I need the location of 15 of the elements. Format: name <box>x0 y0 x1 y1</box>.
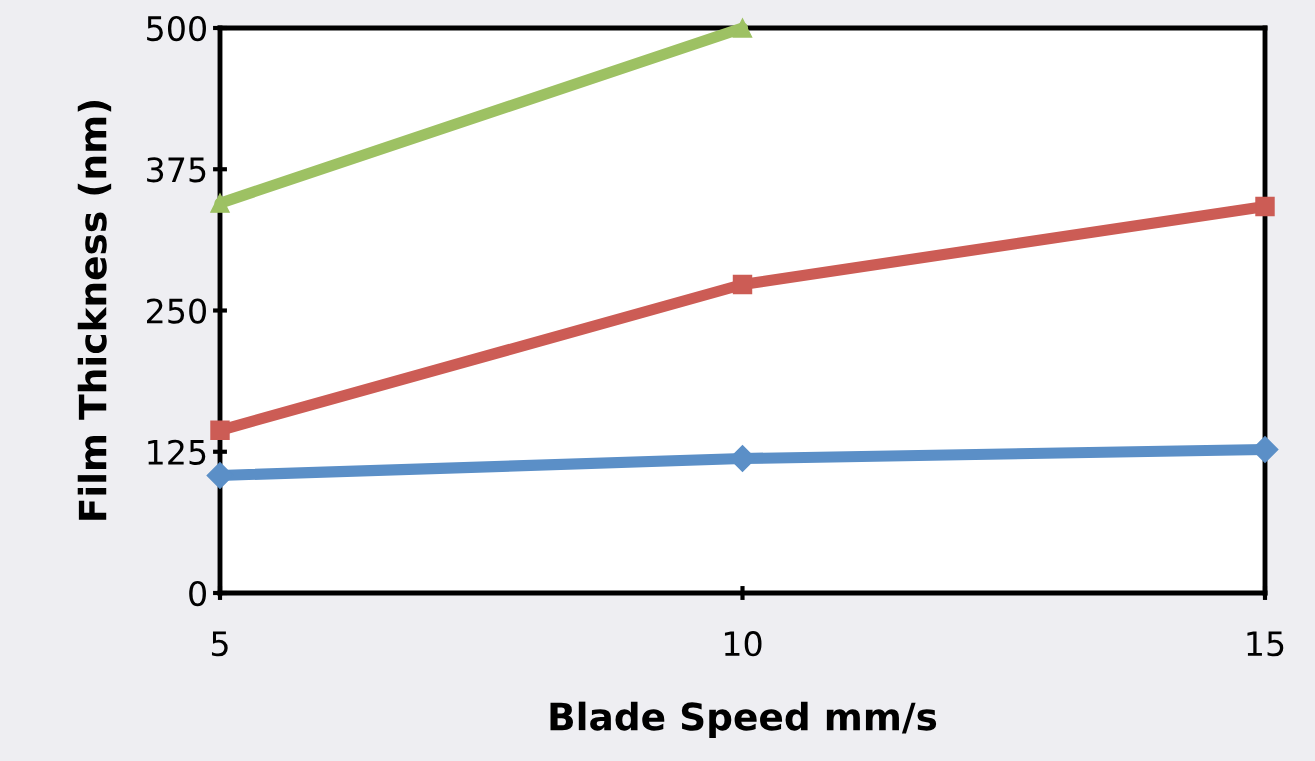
x-tick-label: 10 <box>724 631 762 657</box>
point <box>732 18 753 38</box>
point <box>210 193 230 213</box>
point <box>1255 196 1275 217</box>
y-axis-title: Film Thickness (nm) <box>77 100 112 520</box>
point <box>732 274 753 295</box>
x-tick-label: 15 <box>1247 631 1284 657</box>
x-tick-label: 5 <box>211 631 228 657</box>
x-axis-title: Blade Speed mm/s <box>550 701 937 738</box>
y-tick-label: 250 <box>147 298 206 324</box>
y-tick-label: 375 <box>147 157 206 183</box>
y-tick-label: 0 <box>189 580 206 607</box>
y-tick-label: 125 <box>148 439 206 465</box>
y-tick-label: 500 <box>147 15 206 42</box>
point <box>210 420 230 441</box>
